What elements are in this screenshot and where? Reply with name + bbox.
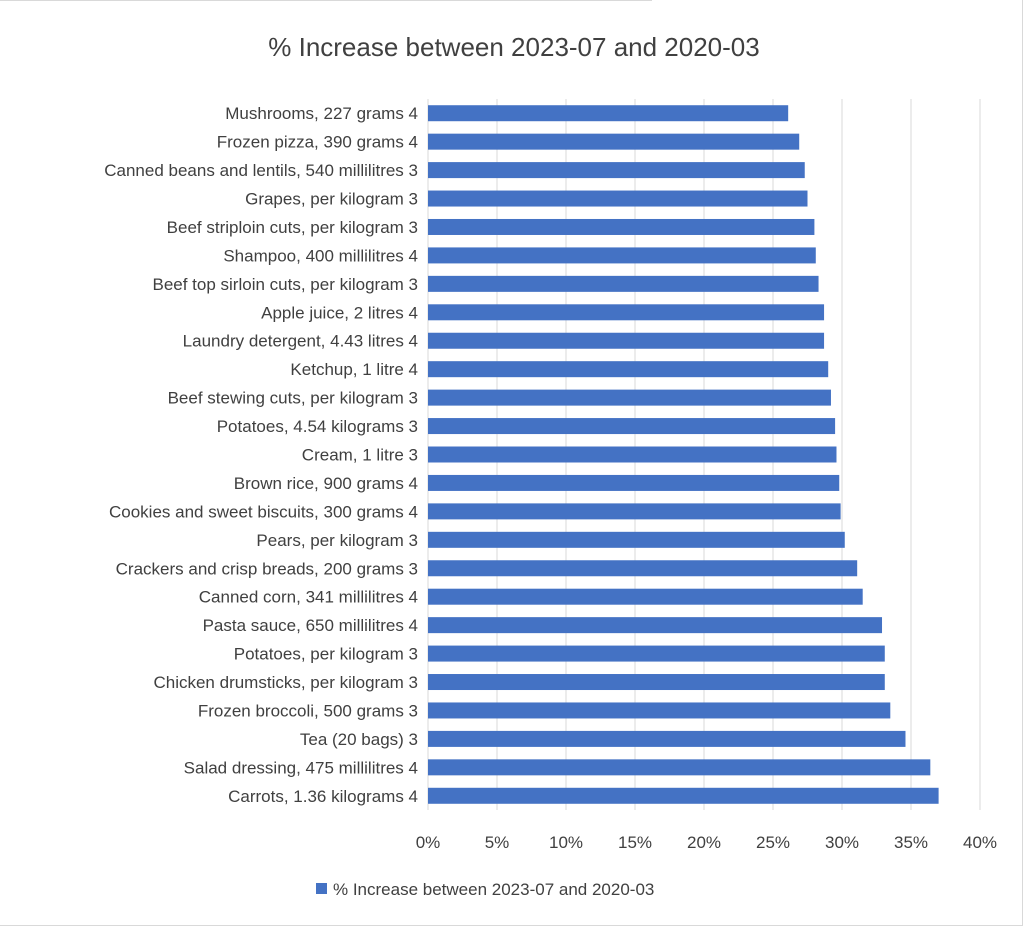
category-label: Potatoes, 4.54 kilograms 3 — [217, 417, 418, 436]
bar — [428, 645, 885, 662]
legend-swatch — [316, 883, 327, 894]
bar — [428, 361, 829, 378]
x-tick-label: 20% — [687, 833, 721, 852]
x-axis-tick-labels: 0% 5% 10% 15% 20% 25% 30% 35% 40% — [416, 833, 997, 852]
category-label: Brown rice, 900 grams 4 — [234, 474, 418, 493]
category-label: Beef stewing cuts, per kilogram 3 — [168, 389, 418, 408]
category-label: Pasta sauce, 650 millilitres 4 — [203, 616, 418, 635]
category-label: Canned corn, 341 millilitres 4 — [199, 588, 418, 607]
x-tick-label: 15% — [618, 833, 652, 852]
category-label: Shampoo, 400 millilitres 4 — [223, 246, 418, 265]
top-divider — [0, 0, 652, 1]
bar — [428, 133, 800, 150]
category-label: Apple juice, 2 litres 4 — [261, 303, 418, 322]
category-label: Cookies and sweet biscuits, 300 grams 4 — [109, 502, 418, 521]
category-label: Chicken drumsticks, per kilogram 3 — [153, 673, 418, 692]
category-label: Beef top sirloin cuts, per kilogram 3 — [152, 275, 418, 294]
category-label: Pears, per kilogram 3 — [256, 531, 418, 550]
bar — [428, 247, 816, 264]
bar — [428, 759, 931, 776]
chart-title: % Increase between 2023-07 and 2020-03 — [268, 32, 759, 62]
category-label: Grapes, per kilogram 3 — [245, 190, 418, 209]
x-tick-label: 35% — [894, 833, 928, 852]
bar — [428, 617, 883, 634]
category-label: Ketchup, 1 litre 4 — [290, 360, 418, 379]
bar — [428, 674, 885, 691]
bar — [428, 702, 891, 719]
bar — [428, 190, 808, 207]
bar — [428, 503, 841, 520]
bars — [428, 105, 939, 804]
bar — [428, 332, 825, 349]
x-tick-label: 0% — [416, 833, 441, 852]
bar — [428, 787, 939, 804]
bar — [428, 389, 831, 406]
x-tick-label: 30% — [825, 833, 859, 852]
category-label: Salad dressing, 475 millilitres 4 — [184, 758, 418, 777]
bar — [428, 275, 819, 292]
bar — [428, 304, 825, 321]
category-label: Laundry detergent, 4.43 litres 4 — [183, 332, 418, 351]
bar — [428, 588, 863, 605]
category-label: Potatoes, per kilogram 3 — [234, 645, 418, 664]
bar — [428, 560, 858, 577]
category-label: Tea (20 bags) 3 — [300, 730, 418, 749]
category-label: Crackers and crisp breads, 200 grams 3 — [116, 559, 418, 578]
legend: % Increase between 2023-07 and 2020-03 — [316, 880, 654, 899]
category-label: Frozen broccoli, 500 grams 3 — [198, 701, 418, 720]
x-tick-label: 5% — [485, 833, 510, 852]
bar — [428, 446, 837, 463]
legend-label: % Increase between 2023-07 and 2020-03 — [333, 880, 654, 899]
category-label: Carrots, 1.36 kilograms 4 — [228, 787, 418, 806]
category-label: Mushrooms, 227 grams 4 — [225, 104, 418, 123]
bar — [428, 162, 805, 179]
category-label: Beef striploin cuts, per kilogram 3 — [167, 218, 418, 237]
category-label: Canned beans and lentils, 540 millilitre… — [104, 161, 418, 180]
x-tick-label: 40% — [963, 833, 997, 852]
category-label: Cream, 1 litre 3 — [302, 446, 418, 465]
category-label: Frozen pizza, 390 grams 4 — [217, 133, 418, 152]
bar — [428, 218, 815, 235]
bar — [428, 474, 840, 491]
x-tick-label: 25% — [756, 833, 790, 852]
bar — [428, 730, 906, 747]
bar — [428, 105, 789, 122]
bar — [428, 531, 845, 548]
category-labels: Mushrooms, 227 grams 4 Frozen pizza, 390 … — [104, 104, 418, 806]
bar — [428, 418, 836, 435]
x-tick-label: 10% — [549, 833, 583, 852]
